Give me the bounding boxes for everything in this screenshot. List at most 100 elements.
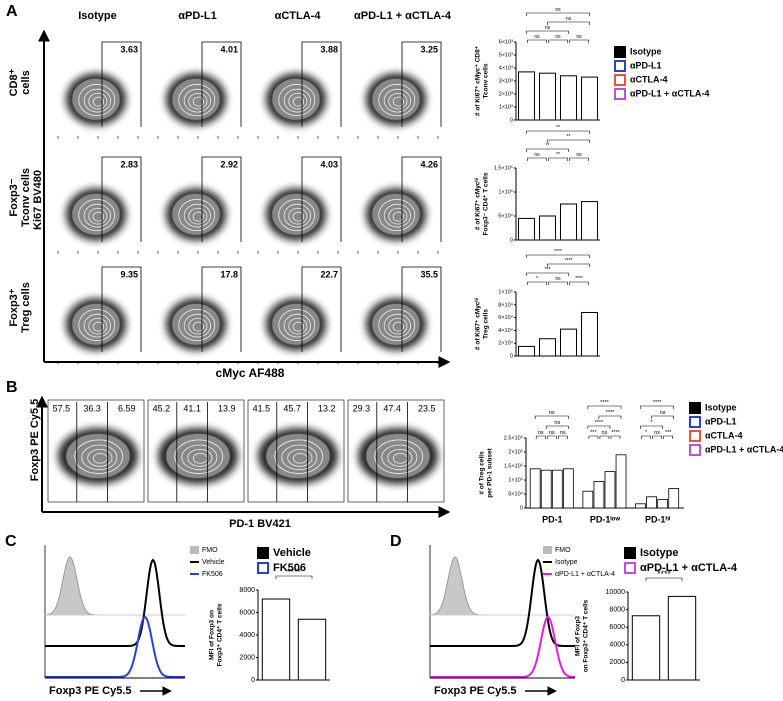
contour [188,207,208,225]
panel-label: D [390,533,402,550]
treated-histogram [430,615,576,678]
contour [378,84,416,117]
contour [381,444,418,471]
y-tick-label: 3×10³ [499,78,513,84]
significance-bracket [527,157,547,161]
contour [192,321,205,332]
y-axis-label: MFI of Foxp3 [575,616,582,656]
contour [92,321,105,332]
significance-label: **** [653,400,662,406]
control-histogram [430,558,575,647]
column-header: αPD-L1 + αCTLA-4 [354,10,452,22]
y-axis-title: Foxp3 PE Cy5.5 [29,399,41,482]
gate [301,156,342,242]
y-axis-label: # of Ki67⁺ cMycʰⁱ [473,178,482,230]
significance-bracket [610,435,621,439]
y-axis-label: # of Ki67⁺ cMyc⁺ CD8⁺ [475,45,482,116]
significance-label: ns [576,34,582,40]
bar [560,203,577,241]
significance-label: ns [549,410,555,416]
legend-swatch [543,546,552,554]
gate-value: 29.3 [353,403,371,413]
contour [78,199,116,232]
y-tick-label: 1.5×10⁵ [494,164,513,171]
gate-value: 17.8 [220,269,238,279]
bar [615,454,627,509]
bar [582,490,594,509]
significance-label: **** [606,410,615,416]
plot-frame [347,399,445,503]
legend-swatch [689,444,701,456]
contour [78,84,116,117]
column-header: αCTLA-4 [275,10,322,22]
significance-label: ns [576,152,582,158]
y-tick-label: 6×10³ [499,39,513,45]
gate [101,266,142,352]
bar [518,71,535,121]
gate-value: 2.83 [120,159,138,169]
contour [274,439,324,474]
significance-label: **** [657,569,672,579]
contour [192,96,205,107]
legend-swatch [190,546,199,554]
gate [101,41,142,127]
y-tick-label: 2×10⁵ [508,448,523,455]
significance-bracket [548,281,568,285]
legend-swatch [257,562,269,574]
contour [178,309,216,342]
significance-label: ** [567,134,571,140]
contour [388,207,408,225]
y-axis-label: # of Treg cells [479,451,486,495]
y-axis-label: MFI of Foxp3 on [209,610,216,660]
gate-value: 23.5 [418,403,436,413]
significance-label: ns [554,420,560,426]
plot-frame [247,399,345,503]
significance-label: * [536,276,538,282]
y-axis-label: per PD-1 subset [487,447,494,497]
significance-bracket [587,405,622,409]
significance-bracket [640,405,675,409]
contour [92,211,105,222]
legend-label: Isotype [630,46,662,56]
legend-swatch [614,88,626,100]
y-tick-label: 6×10⁴ [498,314,513,321]
legend-label: αCTLA-4 [705,430,743,440]
gate-value: 3.63 [120,44,138,54]
y-tick-label: 8×10⁴ [498,301,513,308]
bar [668,487,680,509]
y-tick-label: 4000 [239,632,255,639]
y-tick-label: 5×10³ [499,52,513,58]
contour [292,96,305,107]
legend-label: FMO [202,547,218,554]
significance-bracket [569,39,589,43]
bar [581,311,598,357]
contour [92,96,105,107]
bar [562,468,574,509]
significance-label: ns [660,410,666,416]
x-axis-title: Foxp3 PE Cy5.5 [49,685,132,697]
significance-label: **** [554,249,562,255]
y-tick-label: 1×10³ [499,104,513,110]
significance-bracket [548,39,568,43]
y-tick-label: 2.5×10⁵ [504,434,523,441]
contour [87,448,113,467]
contour [388,317,408,335]
x-tick-label: PD-1ˡᵒʷ [590,514,620,524]
contour [288,317,308,335]
significance-bracket [526,148,569,152]
contour [383,88,411,113]
significance-label: *** [590,430,597,436]
significance-bracket [526,272,569,276]
row-label: CD8⁺ [8,68,20,96]
contour [288,207,308,225]
contour [88,317,108,335]
bar [593,480,605,509]
significance-label: ns [534,34,540,40]
x-tick-label: PD-1ʰⁱ [645,513,671,524]
significance-bracket [558,435,568,439]
y-tick-label: 4000 [609,642,625,649]
y-tick-label: 8000 [239,587,255,594]
gate-value: 41.1 [183,403,201,413]
y-tick-label: 10000 [606,589,626,596]
